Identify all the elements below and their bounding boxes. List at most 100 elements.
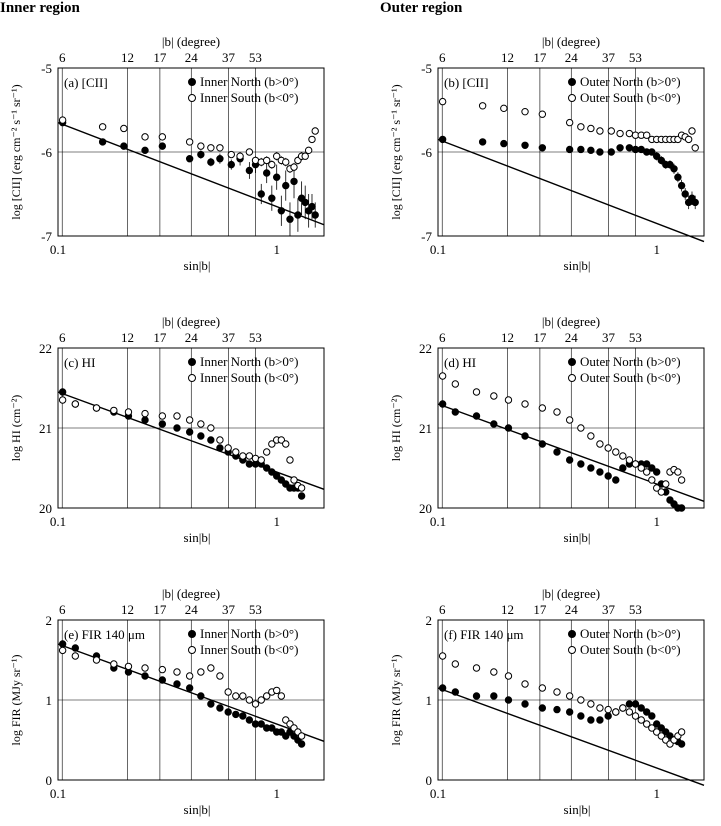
data-point-filled — [158, 420, 167, 428]
data-point-filled — [216, 444, 224, 452]
data-point-open — [604, 444, 612, 452]
data-point-filled — [504, 424, 513, 432]
data-point-open — [538, 684, 547, 692]
data-point-open — [262, 156, 271, 165]
panel-label: (a) [CII] — [64, 75, 108, 90]
data-point-filled — [257, 720, 265, 728]
data-point-open — [637, 716, 645, 724]
top-tick-label: 6 — [439, 330, 446, 345]
y-tick-label: -6 — [41, 145, 52, 160]
data-point-filled — [648, 712, 656, 720]
top-tick-label: 24 — [565, 50, 579, 65]
data-point-open — [301, 152, 309, 160]
data-point-filled — [438, 135, 447, 144]
data-point-filled — [451, 408, 460, 416]
panel-label: (b) [CII] — [444, 75, 488, 90]
data-point-open — [451, 660, 460, 668]
data-point-filled — [158, 676, 167, 684]
data-point-filled — [521, 432, 529, 440]
legend-marker-filled — [568, 78, 576, 86]
top-tick-label: 24 — [185, 602, 199, 617]
data-point-open — [141, 664, 149, 672]
legend-label: Outer North (b>0°) — [580, 354, 681, 369]
x-tick-label: 1 — [273, 514, 280, 529]
outer-region-title: Outer region — [380, 0, 463, 16]
data-point-open — [92, 404, 101, 412]
data-point-filled — [565, 708, 574, 716]
data-point-filled — [490, 420, 498, 428]
data-point-open — [565, 416, 574, 424]
data-point-filled — [197, 692, 205, 700]
data-point-filled — [472, 692, 481, 700]
data-point-filled — [596, 716, 604, 724]
data-point-open — [619, 704, 627, 712]
data-point-open — [304, 146, 313, 155]
data-point-filled — [141, 416, 149, 424]
data-point-filled — [670, 165, 678, 173]
data-point-filled — [268, 194, 276, 202]
data-point-filled — [185, 155, 194, 163]
data-point-open — [98, 123, 107, 131]
data-point-open — [684, 135, 693, 144]
data-point-open — [71, 652, 80, 660]
data-point-open — [197, 142, 205, 150]
data-point-filled — [565, 456, 574, 464]
data-point-filled — [232, 710, 240, 719]
y-tick-label: 20 — [419, 501, 432, 516]
data-point-filled — [58, 388, 67, 396]
top-axis-label: |b| (degree) — [542, 586, 600, 601]
data-point-filled — [438, 684, 447, 692]
data-point-filled — [277, 728, 286, 736]
data-point-filled — [587, 146, 595, 155]
data-point-open — [604, 705, 612, 714]
data-point-open — [224, 688, 232, 696]
legend-label: Inner South (b<0°) — [200, 370, 298, 385]
data-point-open — [612, 448, 620, 456]
x-tick-label: 1 — [653, 514, 660, 529]
reference-fit-line — [437, 138, 705, 243]
top-tick-label: 37 — [602, 602, 616, 617]
y-axis-label: log [CII] (erg cm⁻² s⁻¹ sr⁻¹) — [389, 84, 403, 219]
data-point-filled — [257, 190, 265, 198]
top-tick-label: 6 — [59, 50, 66, 65]
data-point-open — [207, 664, 215, 672]
y-tick-label: 2 — [46, 613, 53, 628]
data-point-filled — [577, 712, 585, 720]
data-point-filled — [308, 202, 316, 211]
data-point-open — [648, 476, 656, 484]
data-point-filled — [197, 432, 205, 440]
data-point-open — [587, 432, 595, 440]
top-tick-label: 17 — [533, 602, 547, 617]
data-point-open — [216, 436, 224, 444]
top-tick-label: 12 — [121, 330, 134, 345]
y-tick-label: 2 — [426, 613, 433, 628]
data-point-open — [521, 107, 529, 116]
data-point-filled — [478, 138, 487, 146]
data-point-open — [642, 468, 651, 476]
top-tick-label: 37 — [602, 50, 616, 65]
data-point-filled — [311, 211, 319, 219]
legend-label: Inner South (b<0°) — [200, 90, 298, 105]
data-point-open — [158, 133, 167, 141]
data-point-open — [158, 665, 167, 674]
data-point-filled — [521, 141, 529, 149]
data-point-open — [173, 668, 181, 676]
data-point-filled — [577, 460, 585, 468]
data-point-open — [297, 484, 306, 492]
data-point-open — [124, 662, 133, 671]
top-tick-label: 53 — [629, 330, 642, 345]
legend-label: Inner North (b>0°) — [200, 74, 298, 89]
data-point-open — [277, 692, 286, 700]
top-tick-label: 24 — [565, 602, 579, 617]
data-point-open — [286, 456, 294, 464]
top-tick-label: 24 — [185, 50, 199, 65]
top-tick-label: 12 — [501, 602, 514, 617]
reference-fit-line — [437, 687, 705, 786]
data-point-filled — [71, 644, 80, 652]
data-point-open — [197, 668, 205, 676]
data-point-open — [521, 680, 529, 688]
data-point-open — [71, 400, 80, 408]
data-point-open — [438, 372, 447, 380]
x-tick-label: 0.1 — [50, 242, 66, 257]
legend-marker-filled — [188, 358, 196, 366]
